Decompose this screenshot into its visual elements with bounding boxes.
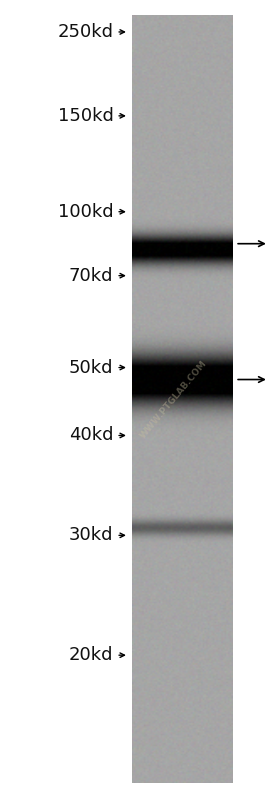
Text: 250kd: 250kd bbox=[57, 23, 113, 41]
Text: 30kd: 30kd bbox=[69, 527, 113, 544]
Text: 40kd: 40kd bbox=[69, 427, 113, 444]
Text: WWW.PTGLAB.COM: WWW.PTGLAB.COM bbox=[138, 359, 209, 440]
Text: 20kd: 20kd bbox=[69, 646, 113, 664]
Text: 100kd: 100kd bbox=[58, 203, 113, 221]
Text: 50kd: 50kd bbox=[69, 359, 113, 376]
Text: 150kd: 150kd bbox=[57, 107, 113, 125]
Text: 70kd: 70kd bbox=[69, 267, 113, 284]
